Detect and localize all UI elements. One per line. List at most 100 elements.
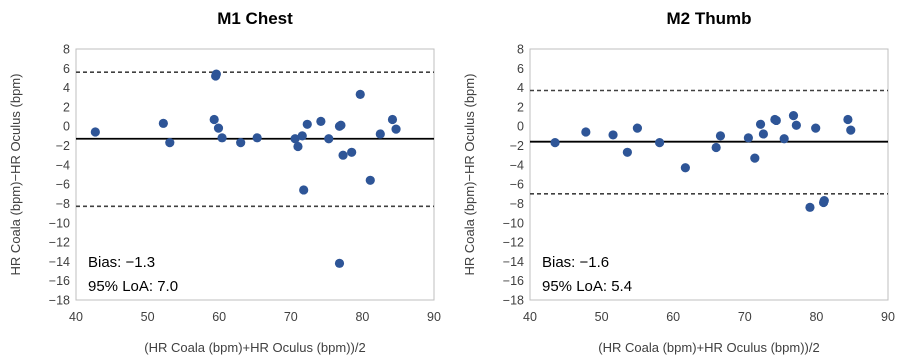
chart2-y-tick-label: 0 <box>517 120 524 134</box>
chart2-y-tick-label: −6 <box>510 178 524 192</box>
chart1-x-tick-label: 40 <box>69 310 83 324</box>
chart2-data-point <box>680 163 690 173</box>
chart2-y-tick-label: −18 <box>503 294 524 308</box>
chart1-y-tick-label: −6 <box>56 178 70 192</box>
chart2-y-tick-label: −8 <box>510 197 524 211</box>
chart1-data-point <box>302 119 312 129</box>
chart2-data-point <box>819 195 829 206</box>
chart1-loa-annotation: 95% LoA: 7.0 <box>88 278 178 295</box>
chart1-data-point <box>336 120 346 130</box>
chart1-y-tick-label: −10 <box>49 216 70 230</box>
chart2-y-tick-label: 6 <box>517 62 524 76</box>
chart1-data-point <box>297 131 307 141</box>
chart2-x-tick-label: 90 <box>881 310 895 324</box>
chart1-data-point <box>213 123 224 133</box>
chart2-data-point <box>755 119 766 129</box>
chart2-data-point <box>622 147 632 157</box>
chart2-y-tick-label: −10 <box>503 216 524 230</box>
chart1-data-point <box>365 175 375 185</box>
chart1-plot-area <box>75 48 435 301</box>
chart2-x-tick-label: 80 <box>809 310 823 324</box>
chart2-data-point <box>715 131 726 141</box>
chart2-data-point <box>779 134 789 144</box>
chart2-x-tick-label: 40 <box>523 310 537 324</box>
chart1-y-tick-label: −18 <box>49 294 70 308</box>
chart2-data-point <box>771 115 781 126</box>
chart2-data-point <box>758 129 769 139</box>
chart1-data-point <box>165 138 175 148</box>
chart1-data-point <box>293 141 303 152</box>
chart1-y-tick-label: −4 <box>56 158 70 172</box>
chart2-data-point <box>632 123 643 133</box>
chart1-x-tick-label: 60 <box>212 310 226 324</box>
chart2-data-point <box>846 125 856 135</box>
chart2-y-tick-label: −14 <box>503 255 524 269</box>
chart2-bias-annotation: Bias: −1.6 <box>542 254 609 271</box>
chart2-x-tick-label: 50 <box>595 310 609 324</box>
chart1-data-point <box>391 124 401 134</box>
chart1-x-tick-label: 50 <box>141 310 155 324</box>
chart2-y-tick-label: −4 <box>510 158 524 172</box>
chart2-plot-area <box>529 48 889 301</box>
chart1-data-point <box>90 127 100 137</box>
chart1-data-point <box>211 69 221 79</box>
chart1-data-point <box>316 116 326 127</box>
chart1-x-tick-label: 80 <box>355 310 369 324</box>
chart1-data-point <box>387 114 398 125</box>
chart1-x-axis-label: (HR Coala (bpm)+HR Oculus (bpm))/2 <box>144 340 365 355</box>
chart2-y-tick-label: 8 <box>517 43 524 57</box>
chart1-data-point <box>375 129 385 139</box>
chart2-data-point <box>750 153 760 163</box>
chart2-data-point <box>811 123 821 133</box>
chart2-x-tick-label: 60 <box>666 310 680 324</box>
chart2-data-point <box>550 138 560 148</box>
chart1-title: M1 Chest <box>217 9 293 28</box>
chart2-data-point <box>743 133 753 143</box>
chart1-y-tick-label: 4 <box>63 81 70 95</box>
chart1-data-point <box>290 134 300 144</box>
chart2-panel: M2 Thumb 8 6 4 2 0 −2 −4 −6 −8 −10 −12 −14 −16 −18 40 50… <box>462 9 895 355</box>
chart1-data-point <box>355 89 365 99</box>
chart2-y-tick-label: −16 <box>503 274 524 288</box>
chart1-data-point <box>338 150 348 160</box>
chart1-data-point <box>158 118 168 128</box>
chart1-y-tick-label: −14 <box>49 255 70 269</box>
chart2-data-point <box>805 202 815 212</box>
chart2-data-point <box>791 120 801 130</box>
chart1-y-tick-label: 2 <box>63 100 70 114</box>
chart2-data-point <box>788 111 799 121</box>
chart1-y-tick-label: −2 <box>56 139 70 153</box>
chart2-y-tick-label: 2 <box>517 100 524 114</box>
chart2-data-point <box>608 130 618 140</box>
chart1-data-point <box>334 258 345 268</box>
chart1-panel: M1 Chest 8 6 4 2 0 −2 −4 −6 −8 −10 −12 −14 −16 −18 40 50… <box>8 9 441 355</box>
chart1-y-tick-label: −8 <box>56 197 70 211</box>
chart2-data-point <box>581 127 591 137</box>
chart1-data-point <box>324 134 334 144</box>
chart1-data-point <box>299 185 309 195</box>
chart2-data-point <box>843 114 853 125</box>
chart2-x-tick-label: 70 <box>738 310 752 324</box>
chart2-y-tick-label: 4 <box>517 81 524 95</box>
chart2-x-axis-label: (HR Coala (bpm)+HR Oculus (bpm))/2 <box>598 340 819 355</box>
chart1-y-axis-label: HR Coala (bpm)−HR Oculus (bpm) <box>8 74 23 276</box>
chart1-data-point <box>347 147 357 157</box>
chart1-y-tick-label: 0 <box>63 120 70 134</box>
chart1-x-tick-label: 70 <box>284 310 298 324</box>
chart1-bias-annotation: Bias: −1.3 <box>88 254 155 271</box>
chart1-y-tick-label: −16 <box>49 274 70 288</box>
chart1-data-point <box>209 114 219 125</box>
chart1-y-tick-label: −12 <box>49 236 70 250</box>
chart2-y-tick-label: −12 <box>503 236 524 250</box>
chart2-data-point <box>711 142 721 153</box>
chart2-title: M2 Thumb <box>667 9 752 28</box>
chart2-y-tick-label: −2 <box>510 139 524 153</box>
chart1-data-point <box>217 133 227 143</box>
chart1-data-point <box>252 133 262 143</box>
chart1-data-point <box>236 138 246 148</box>
chart2-loa-annotation: 95% LoA: 5.4 <box>542 278 632 295</box>
chart1-y-tick-label: 8 <box>63 43 70 57</box>
chart1-y-tick-label: 6 <box>63 62 70 76</box>
